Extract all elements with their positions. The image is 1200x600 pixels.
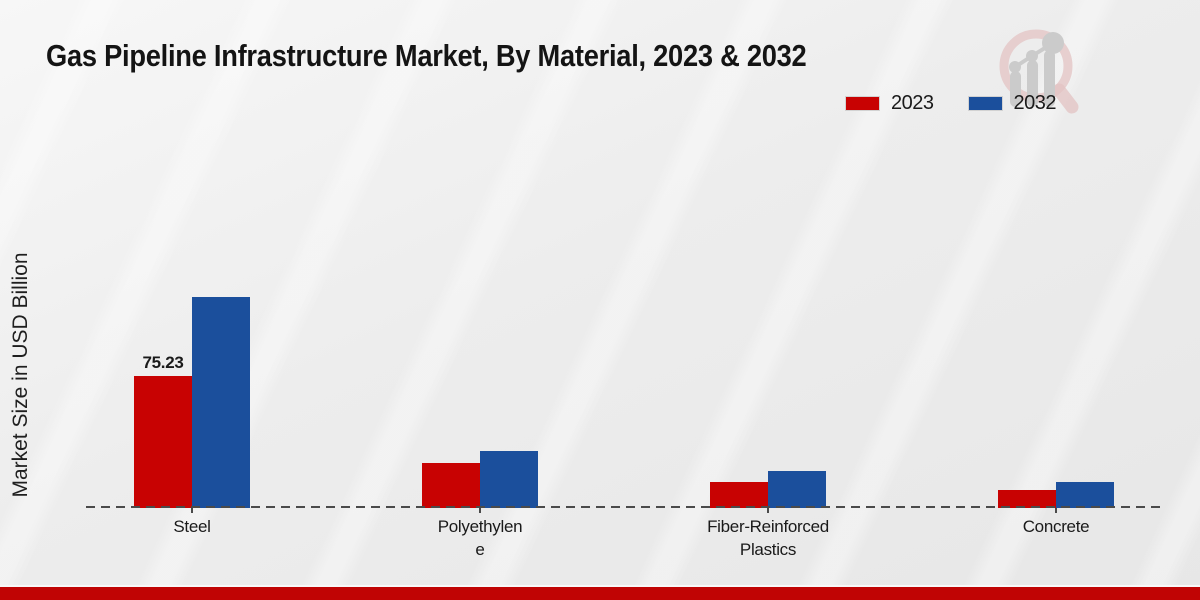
magnifier-growth-chart-logo-icon bbox=[999, 29, 1079, 114]
legend-label-2032: 2032 bbox=[1013, 91, 1057, 114]
legend-swatch-2032 bbox=[967, 95, 1003, 111]
x-tick-label-fiber-reinforced-plastics: Fiber-Reinforced Plastics bbox=[707, 517, 829, 559]
footer-red-bar bbox=[0, 585, 1200, 600]
zero-baseline bbox=[86, 506, 1163, 508]
bar-steel-2032 bbox=[192, 297, 250, 508]
legend-swatch-2023 bbox=[845, 95, 880, 111]
bar-polyethylene-2032 bbox=[480, 451, 538, 508]
legend-label-2023: 2023 bbox=[891, 91, 934, 114]
legend-item-2023: 2023 bbox=[845, 92, 934, 115]
bar-steel-2023 bbox=[134, 376, 192, 508]
x-tick-label-polyethylene: Polyethylen e bbox=[437, 517, 523, 559]
x-tick-fiber-reinforced-plastics bbox=[767, 508, 769, 513]
legend-item-2032: 2032 bbox=[967, 91, 1057, 115]
x-tick-label-steel: Steel bbox=[173, 517, 211, 536]
x-tick-label-concrete: Concrete bbox=[1022, 517, 1090, 536]
chart-title: Gas Pipeline Infrastructure Market, By M… bbox=[46, 38, 807, 73]
x-tick-polyethylene bbox=[479, 508, 481, 513]
x-tick-concrete bbox=[1055, 508, 1057, 513]
bar-value-label-steel-2023: 75.23 bbox=[142, 353, 184, 372]
x-tick-steel bbox=[191, 508, 193, 513]
bar-polyethylene-2023 bbox=[422, 463, 480, 508]
bar-concrete-2032 bbox=[1056, 482, 1114, 508]
bar-fiber-reinforced-plastics-2032 bbox=[768, 471, 826, 508]
legend: 2023 2032 bbox=[845, 92, 1056, 114]
bar-concrete-2023 bbox=[998, 490, 1056, 508]
bar-fiber-reinforced-plastics-2023 bbox=[710, 482, 768, 508]
